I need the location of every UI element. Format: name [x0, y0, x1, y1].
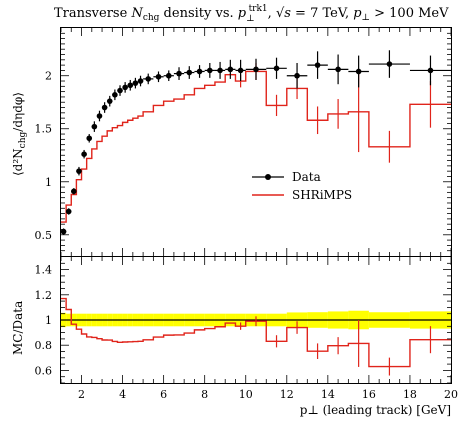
data-point [127, 82, 134, 89]
data-point [314, 62, 321, 68]
x-axis-label: p⊥ (leading track) [GeV] [300, 403, 451, 417]
data-point [155, 73, 162, 80]
data-point [145, 76, 152, 82]
data-point [253, 66, 259, 73]
data-point [65, 208, 72, 215]
data-point [96, 113, 103, 119]
y-tick-label-main: 0.5 [35, 229, 53, 242]
data-point [91, 123, 98, 130]
y-tick-label-ratio: 1.2 [35, 289, 53, 302]
main-plot [60, 50, 451, 235]
y-tick-label-ratio: 0.6 [35, 364, 53, 377]
data-point [386, 61, 393, 67]
x-tick-label: 14 [321, 388, 335, 401]
x-tick-label: 18 [403, 388, 417, 401]
ratio-plot-frame [60, 256, 452, 384]
data-point [273, 65, 280, 72]
data-point [76, 168, 82, 174]
mc-histogram-main [61, 70, 451, 223]
data-point [355, 68, 362, 75]
legend-mc-label: SHRiMPS [292, 188, 352, 202]
legend-data-marker [265, 174, 271, 180]
x-tick-label: 8 [201, 388, 208, 401]
data-point [117, 87, 123, 94]
y-tick-label-ratio: 0.8 [35, 339, 53, 352]
legend: Data SHRiMPS [252, 170, 352, 202]
data-point [71, 188, 77, 195]
data-point [207, 67, 213, 74]
y-axis-label-ratio: MC/Data [11, 301, 25, 355]
data-point [335, 66, 341, 73]
data-point [132, 80, 139, 86]
data-point [294, 72, 300, 79]
data-point [227, 66, 234, 73]
x-tick-label: 12 [280, 388, 294, 401]
data-point [86, 135, 93, 142]
y-axis-label-main: ⟨d²Nchg/dηdφ⟩ [11, 92, 28, 176]
data-point [186, 69, 193, 76]
x-tick-label: 20 [444, 388, 458, 401]
x-tick-label: 2 [78, 388, 85, 401]
chart-title: Transverse Nchg density vs. p⊥trk1, √s =… [54, 4, 449, 24]
y-tick-label-ratio: 1 [45, 314, 52, 327]
data-point [217, 67, 223, 74]
axis-ticks: 2 4 6 8 10 12 14 16 18 20 0.5 1 1.5 2 0.6 0.8 1 1.2 1.4 [35, 28, 458, 401]
data-point [196, 68, 203, 75]
data-point [106, 98, 113, 104]
x-tick-label: 16 [362, 388, 376, 401]
x-tick-label: 10 [239, 388, 253, 401]
x-tick-label: 6 [160, 388, 167, 401]
data-point [60, 228, 67, 235]
data-point [81, 151, 87, 157]
y-tick-label-main: 2 [45, 70, 52, 83]
data-point [137, 78, 144, 84]
y-tick-label-main: 1 [45, 176, 52, 189]
data-point [176, 70, 182, 77]
data-point [237, 67, 244, 74]
y-tick-label-main: 1.5 [35, 123, 53, 136]
x-tick-label: 4 [119, 388, 126, 401]
data-point [165, 72, 172, 79]
data-point [101, 104, 108, 111]
data-point [427, 67, 434, 74]
data-point [112, 92, 118, 98]
data-point [122, 84, 128, 91]
ratio-plot [61, 297, 451, 376]
legend-data-label: Data [292, 170, 321, 184]
y-tick-label-ratio: 1.4 [35, 264, 53, 277]
mc-histogram-ratio [61, 297, 451, 368]
